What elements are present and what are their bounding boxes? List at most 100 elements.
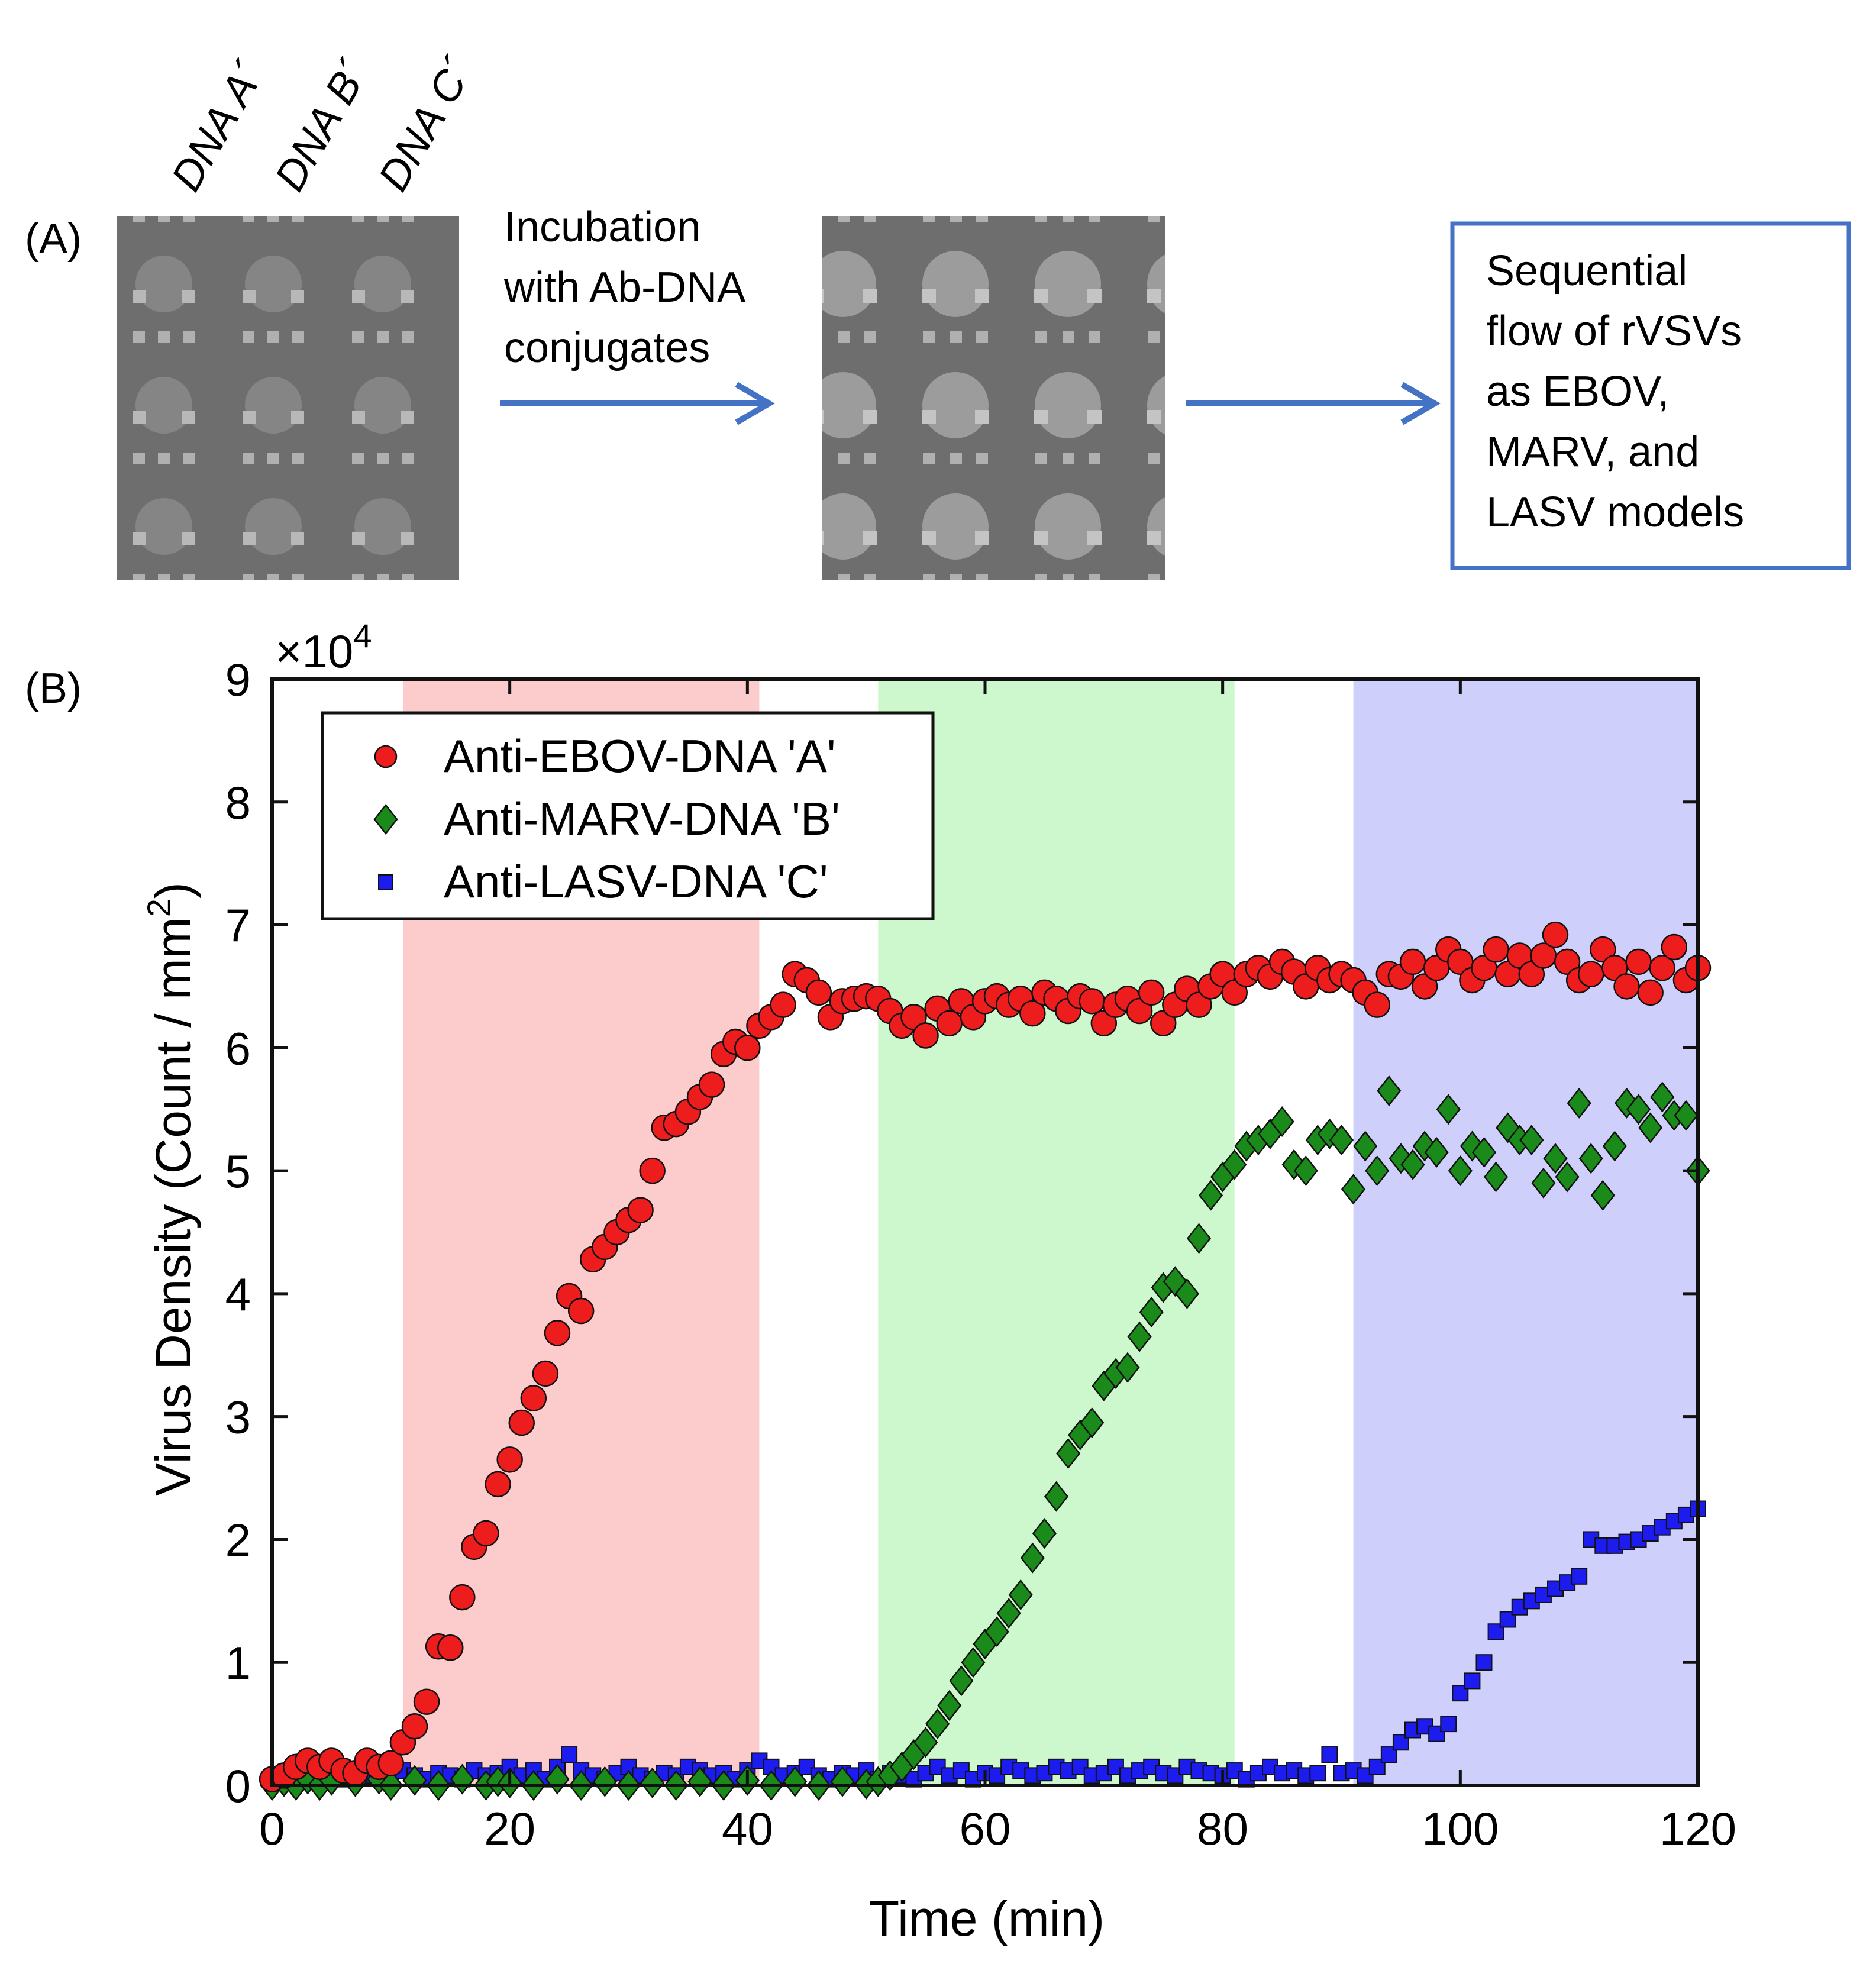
ebov-point [413,1688,440,1715]
ebov-point [449,1584,476,1611]
ebov-point [544,1320,571,1346]
legend-label-marv: Anti-MARV-DNA 'B' [444,793,840,845]
lasv-point [1464,1672,1481,1690]
ebov-point [1554,948,1581,975]
marv-point [1590,1180,1615,1211]
ebov-point [1483,936,1509,963]
marv-point [1186,1223,1212,1254]
x-tick-label: 80 [1197,1803,1248,1855]
y-tick-label: 1 [225,1637,251,1689]
microarray-image-after [822,216,1165,580]
x-tick-label: 60 [960,1803,1011,1855]
lasv-point [1321,1746,1338,1763]
lasv-point [561,1746,578,1763]
ebov-point [1542,921,1569,948]
flow-text-line-5: LASV models [1486,489,1744,536]
marv-point [1044,1481,1069,1512]
marv-point [783,1766,808,1797]
legend: Anti-EBOV-DNA 'A' Anti-MARV-DNA 'B' Anti… [321,711,935,920]
ebov-point [1578,961,1604,987]
y-tick-label: 5 [225,1145,251,1197]
marv-point [830,1766,855,1797]
marv-point [1377,1075,1402,1107]
ebov-point [1126,997,1153,1025]
marv-point [949,1665,974,1697]
legend-box [321,711,935,920]
marv-point [687,1766,712,1797]
column-label-b: DNA B´ [266,51,379,199]
marv-point [1400,1149,1425,1180]
y-axis-label: Virus Density (Count / mm2) [140,882,201,1496]
y-tick-label: 7 [225,900,251,952]
y-axis-label-main: Virus Density (Count / mm [146,917,201,1496]
y-tick-label: 2 [225,1514,251,1566]
ebov-point [805,979,832,1006]
marv-point [1080,1407,1105,1439]
x-tick-label: 40 [722,1803,773,1855]
y-exponent-power: 4 [353,617,372,654]
series-marv [260,1075,1710,1801]
ebov-point [912,1022,939,1049]
flow-text-line-1: Sequential [1486,247,1687,295]
ebov-point [639,1157,666,1184]
y-tick-label: 4 [225,1268,251,1320]
marv-point [984,1616,1009,1648]
marv-point [1032,1518,1057,1549]
microarray-image-before [117,216,459,580]
legend-marker-lasv [378,874,393,890]
x-tick-label: 0 [259,1803,285,1855]
marv-point [592,1766,617,1797]
ebov-point [1079,988,1105,1015]
marv-point [1139,1297,1164,1328]
ebov-point [1649,955,1675,981]
shaded-region-2 [878,679,1235,1785]
ebov-point [900,1004,927,1031]
column-label-c: DNA C´ [370,50,483,199]
ebov-point [627,1197,654,1223]
legend-label-ebov: Anti-EBOV-DNA 'A' [444,730,836,782]
ebov-point [1138,979,1165,1006]
y-tick-label: 6 [225,1022,251,1074]
marv-point [1531,1167,1556,1199]
marv-point [1198,1180,1223,1211]
ebov-point [1364,991,1390,1018]
y-axis-ticks: 0 1 2 3 4 5 6 7 8 9 [225,654,1698,1812]
ebov-point [1661,933,1688,961]
ebov-point [734,1035,761,1061]
marv-point [1353,1130,1378,1162]
ebov-point [1090,1010,1118,1037]
marv-point [402,1765,427,1796]
marv-point [1674,1100,1699,1131]
marv-point [1055,1438,1081,1469]
marv-point [996,1598,1021,1629]
ebov-point [1399,948,1426,975]
marv-point [961,1647,986,1678]
marv-point [1436,1094,1461,1125]
y-tick-label: 0 [225,1760,251,1812]
ebov-point [567,1297,595,1325]
marv-point [1020,1542,1045,1574]
y-tick-label: 8 [225,777,251,829]
ebov-point [1186,991,1212,1018]
marv-point [1424,1136,1449,1168]
ebov-point [496,1446,523,1473]
panel-a-label: (A) [25,215,82,263]
ebov-point [437,1634,464,1661]
lasv-point [751,1752,768,1769]
marv-point [1127,1321,1152,1352]
marv-point [640,1767,665,1798]
ebov-point [377,1750,405,1776]
marv-point [1329,1125,1354,1156]
incubation-text-line-1: Incubation [504,203,700,251]
marv-point [1471,1136,1497,1168]
ebov-point [1590,936,1616,963]
x-axis-ticks: 0 20 40 60 80 100 120 [259,679,1736,1855]
marv-point [1341,1174,1366,1205]
y-tick-label: 3 [225,1391,251,1443]
marv-point [1650,1081,1675,1113]
y-exponent-prefix: ×10 [275,625,353,677]
y-axis-label-close: ) [146,882,201,899]
incubation-text: Incubation with Ab-DNA conjugates [503,203,745,372]
ebov-point [473,1520,499,1547]
